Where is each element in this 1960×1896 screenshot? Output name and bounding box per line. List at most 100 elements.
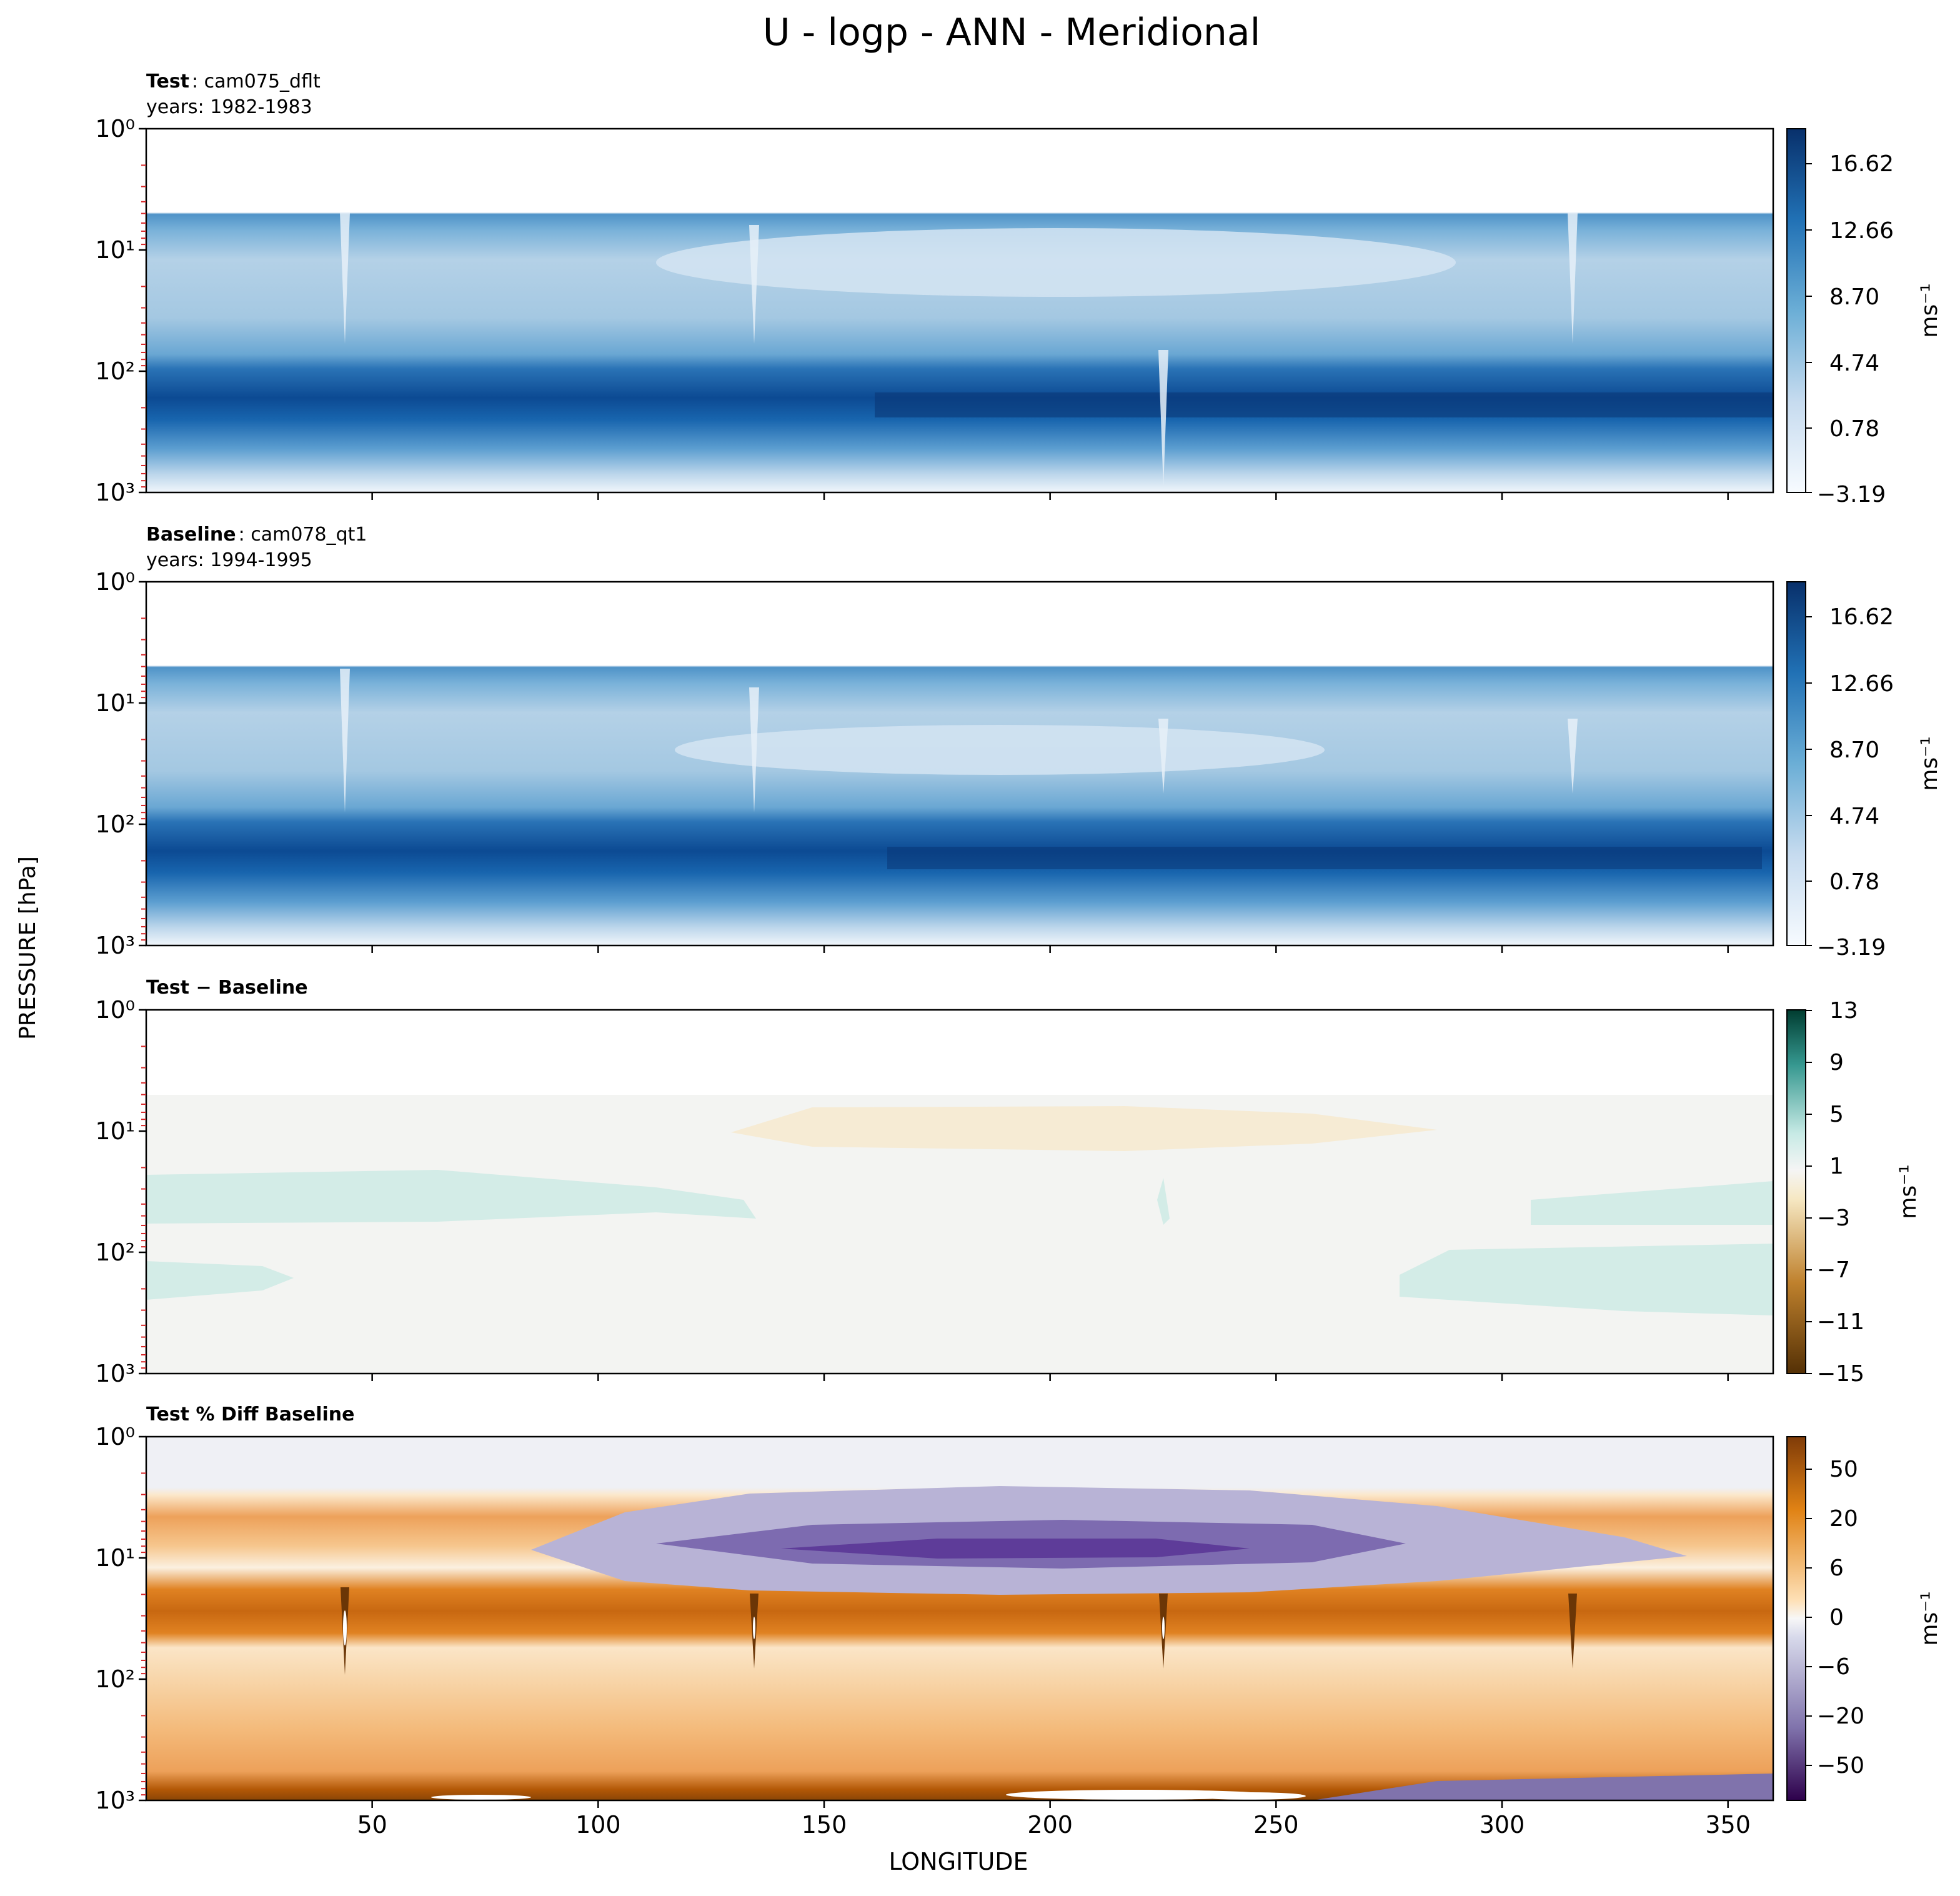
singular-line-center <box>343 1610 347 1645</box>
plot-area <box>145 581 1774 947</box>
singular-line-center <box>1162 1617 1165 1639</box>
anomaly-negative <box>731 1106 1437 1151</box>
panel-difference: Test − Baseline 10⁰ 10¹ 10² 10³ 13 9 5 1 −3… <box>95 977 1921 1387</box>
x-tick-label: 300 <box>1480 1811 1525 1839</box>
x-tick-label: 150 <box>802 1811 847 1839</box>
colorbar-tick-label: 0 <box>1829 1605 1844 1630</box>
missing-data-patch <box>1193 1792 1306 1800</box>
singular-line <box>1568 1594 1577 1669</box>
panel-difference-label: Test − Baseline <box>146 977 308 999</box>
jet-core <box>887 847 1762 869</box>
colorbar-tick-label: 20 <box>1829 1506 1858 1532</box>
y-tick-label: 10⁰ <box>95 996 135 1024</box>
colorbar-tick-label: −50 <box>1817 1753 1864 1779</box>
jet-core <box>875 392 1773 417</box>
panel-test: Test: cam075_dflt years: 1982-1983 10⁰10… <box>95 71 1943 507</box>
plot-frame <box>145 581 1774 947</box>
colorbar-unit: ms⁻¹ <box>1917 736 1943 791</box>
singular-line-center <box>753 1617 755 1639</box>
colorbar-tick-label: 1 <box>1829 1154 1844 1179</box>
plot-area <box>145 1009 1774 1375</box>
panel-test-label-case: : cam075_dflt <box>192 71 321 92</box>
anomaly-positive <box>1157 1178 1170 1225</box>
panel-baseline-years: years: 1994-1995 <box>146 549 312 571</box>
singular-line <box>1158 719 1168 794</box>
colorbar-tick-label: −3 <box>1817 1205 1850 1231</box>
colorbar-tick-label: 16.62 <box>1829 151 1894 177</box>
y-tick-label: 10² <box>95 1665 135 1693</box>
panel-percent-diff: Test % Diff Baseline <box>95 1404 1943 1839</box>
figure-title: U - logp - ANN - Meridional <box>763 11 1261 54</box>
y-tick-label: 10³ <box>95 932 135 959</box>
y-axis: 10⁰ 10¹ 10² 10³ <box>95 568 146 959</box>
panel-test-label: Test: cam075_dflt <box>146 71 321 92</box>
colorbar-tick-label: −11 <box>1817 1309 1864 1335</box>
anomaly-regions <box>146 1106 1773 1315</box>
plot-area <box>145 127 1774 494</box>
y-tick-label: 10⁰ <box>95 568 135 596</box>
y-tick-label: 10² <box>95 811 135 838</box>
singular-lines <box>340 212 1578 487</box>
x-tick-label: 250 <box>1253 1811 1299 1839</box>
x-tick-label: 350 <box>1705 1811 1751 1839</box>
anomaly-positive <box>146 1170 756 1224</box>
colorbar-tick-label: −6 <box>1817 1654 1850 1680</box>
negative-diff-peak <box>781 1539 1250 1559</box>
colorbar-gradient <box>1786 581 1806 946</box>
singular-line <box>749 687 759 812</box>
colorbar-tick-label: −3.19 <box>1817 935 1886 960</box>
singular-line <box>1568 719 1578 794</box>
colorbar-tick-label: 12.66 <box>1829 218 1894 244</box>
colorbar-tick-label: 6 <box>1829 1555 1844 1581</box>
x-tick-label: 100 <box>575 1811 621 1839</box>
colorbar-tick-label: 0.78 <box>1829 869 1879 895</box>
panel-baseline: Baseline: cam078_qt1 years: 1994-1995 10… <box>95 524 1943 960</box>
colorbar-gradient <box>1786 1009 1806 1374</box>
panel-percent-diff-label: Test % Diff Baseline <box>146 1404 355 1425</box>
anomaly-positive <box>1531 1181 1773 1225</box>
colorbar-gradient <box>1786 1436 1806 1801</box>
anomaly-positive <box>1400 1244 1773 1315</box>
y-tick-label: 10¹ <box>95 1117 135 1145</box>
singular-line-centers <box>343 1610 1165 1645</box>
colorbar-tick-label: −3.19 <box>1817 482 1886 507</box>
x-ticks: 50 100 150 200 250 300 350 <box>357 1800 1751 1839</box>
y-tick-label: 10² <box>95 357 135 385</box>
y-tick-label: 10⁰ <box>95 1423 135 1450</box>
plot-frame <box>145 127 1774 494</box>
x-ticks <box>371 492 1729 500</box>
plot-area <box>145 1435 1774 1802</box>
plot-frame <box>145 1009 1774 1375</box>
x-ticks <box>371 1374 1729 1381</box>
y-tick-label: 10³ <box>95 1787 135 1814</box>
x-tick-label: 200 <box>1027 1811 1073 1839</box>
colorbar-tick-label: 12.66 <box>1829 671 1894 697</box>
singular-line <box>1568 212 1578 344</box>
y-tick-label: 10³ <box>95 479 135 506</box>
colorbar-unit: ms⁻¹ <box>1917 1591 1943 1645</box>
colorbar-tick-label: 0.78 <box>1829 416 1879 442</box>
panel-baseline-label-bold: Baseline <box>146 524 236 546</box>
singular-line <box>340 212 350 344</box>
missing-data-patch <box>431 1795 531 1800</box>
negative-diff-surface <box>1312 1774 1773 1800</box>
singular-line <box>340 669 350 812</box>
y-tick-label: 10³ <box>95 1360 135 1387</box>
contour-field <box>146 129 1773 492</box>
colorbar-tick-label: −7 <box>1817 1257 1850 1283</box>
colorbar-tick-label: 9 <box>1829 1050 1844 1075</box>
y-tick-label: 10¹ <box>95 236 135 264</box>
low-wind-region <box>675 725 1325 775</box>
y-axis: 10⁰ 10¹ 10² 10³ <box>95 996 146 1387</box>
colorbar-tick-label: 16.62 <box>1829 604 1894 630</box>
y-tick-label: 10¹ <box>95 689 135 717</box>
y-tick-label: 10⁰ <box>95 115 135 142</box>
y-axis: 10⁰ 10¹ 10² 10³ <box>95 115 146 506</box>
y-axis: 10⁰ 10¹ 10² 10³ <box>95 1423 146 1814</box>
colorbar-tick-label: 8.70 <box>1829 737 1879 763</box>
colorbar-tick-label: 8.70 <box>1829 284 1879 310</box>
panel-test-years: years: 1982-1983 <box>146 96 312 118</box>
singular-line <box>1158 350 1168 487</box>
low-wind-region <box>656 228 1456 297</box>
anomaly-positive <box>146 1261 294 1300</box>
